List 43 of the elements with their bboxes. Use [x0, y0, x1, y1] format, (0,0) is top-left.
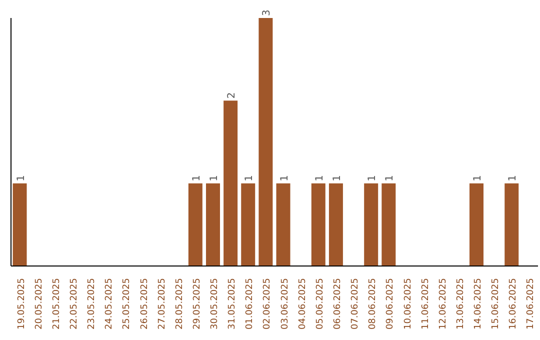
x-tick-label: 26.05.2025: [140, 278, 150, 330]
data-label: 1: [191, 174, 202, 182]
x-tick-label: 22.05.2025: [69, 278, 80, 330]
data-label: 2: [226, 92, 238, 99]
data-label: 1: [208, 174, 220, 182]
x-tick-label: 14.06.2025: [474, 278, 484, 330]
x-tick-label: 09.06.2025: [386, 278, 396, 330]
x-tick-label: 05.06.2025: [315, 278, 326, 330]
x-tick-label: 16.06.2025: [508, 278, 519, 330]
x-tick-label: 15.06.2025: [491, 278, 502, 330]
x-tick-label: 19.05.2025: [16, 278, 27, 330]
data-label: 1: [384, 174, 396, 182]
data-label: 1: [279, 174, 290, 182]
x-tick-label: 01.06.2025: [245, 278, 256, 330]
x-tick-label: 20.05.2025: [34, 278, 44, 330]
data-label: 3: [262, 10, 273, 16]
data-label: 1: [472, 174, 484, 182]
x-tick-label: 24.05.2025: [104, 278, 115, 330]
x-tick-label: 30.05.2025: [210, 278, 220, 330]
x-tick-label: 03.06.2025: [280, 278, 290, 330]
data-label: 1: [314, 174, 326, 182]
x-tick-label: 23.05.2025: [87, 278, 98, 330]
x-tick-label: 13.06.2025: [456, 278, 466, 330]
x-tick-label: 06.06.2025: [332, 278, 343, 330]
data-label: 1: [16, 174, 27, 182]
data-label: 1: [332, 174, 343, 182]
x-tick-label: 28.05.2025: [174, 278, 185, 330]
x-tick-label: 31.05.2025: [228, 278, 238, 330]
x-tick-label: 12.06.2025: [438, 278, 448, 330]
x-tick-label: 21.05.2025: [52, 278, 62, 330]
x-tick-label: 25.05.2025: [122, 278, 132, 330]
x-tick-label: 27.05.2025: [157, 278, 168, 330]
data-label: 1: [367, 174, 378, 182]
x-tick-label: 02.06.2025: [262, 278, 273, 330]
data-label: 1: [244, 174, 256, 182]
x-tick-label: 17.06.2025: [526, 278, 536, 330]
x-tick-label: 04.06.2025: [298, 278, 308, 330]
x-tick-label: 10.06.2025: [403, 278, 414, 330]
x-tick-label: 07.06.2025: [350, 278, 361, 330]
x-tick-label: 11.06.2025: [420, 278, 431, 330]
x-tick-label: 08.06.2025: [368, 278, 378, 330]
x-tick-label: 29.05.2025: [192, 278, 202, 330]
data-label: 1: [508, 174, 519, 182]
